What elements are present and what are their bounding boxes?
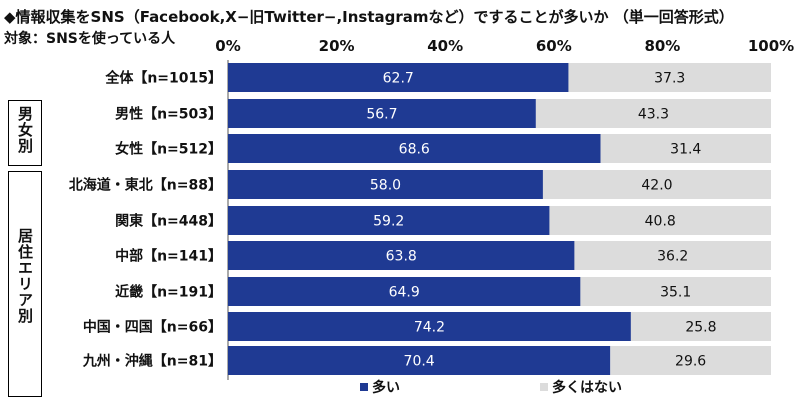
group-label-gender: 男女別	[16, 106, 34, 154]
data-label: 36.2	[657, 249, 688, 265]
x-tick-label: 0%	[215, 37, 240, 55]
data-label: 29.6	[675, 354, 706, 370]
x-tick-label: 40%	[427, 37, 463, 55]
category-label: 九州・沖縄【n=81】	[82, 353, 222, 370]
bar-segment-other	[580, 277, 771, 306]
data-label: 42.0	[641, 178, 672, 194]
data-label: 70.4	[404, 354, 435, 370]
legend-swatch-main	[360, 383, 368, 391]
bar-segment-main	[228, 312, 631, 341]
bar-segment-main	[228, 346, 611, 375]
data-label: 37.3	[654, 71, 685, 87]
data-label: 40.8	[645, 214, 676, 230]
bar-segment-other	[568, 63, 771, 92]
bar-segment-other	[549, 206, 771, 235]
bar-segment-other	[600, 134, 771, 163]
x-tick-label: 100%	[748, 37, 794, 55]
data-label: 63.8	[386, 249, 417, 265]
bar-segment-main	[228, 63, 569, 92]
group-box-area	[8, 171, 42, 397]
bar-segment-main	[228, 170, 543, 199]
category-label: 全体【n=1015】	[104, 70, 222, 87]
data-label: 56.7	[366, 107, 397, 123]
legend-label: 多い	[372, 379, 400, 396]
category-label: 近畿【n=191】	[115, 284, 222, 301]
data-label: 35.1	[660, 285, 691, 301]
data-label: 74.2	[414, 320, 445, 336]
data-label: 31.4	[670, 142, 701, 158]
bar-segment-main	[228, 241, 575, 270]
category-label: 北海道・東北【n=88】	[69, 177, 222, 194]
data-label: 64.9	[389, 285, 420, 301]
bar-segment-other	[542, 170, 771, 199]
bar-segment-other	[535, 99, 771, 128]
data-label: 43.3	[638, 107, 669, 123]
bar-segment-main	[228, 206, 550, 235]
x-tick-label: 20%	[319, 37, 355, 55]
category-label: 中部【n=141】	[115, 248, 222, 265]
chart-title: ◆情報収集をSNS（Facebook,X−旧Twitter−,Instagram…	[4, 8, 734, 26]
x-tick-label: 60%	[536, 37, 572, 55]
data-label: 25.8	[685, 320, 716, 336]
x-tick-label: 80%	[644, 37, 680, 55]
category-label: 関東【n=448】	[115, 213, 222, 230]
bar-segment-main	[228, 134, 601, 163]
bar-segment-main	[228, 277, 581, 306]
legend-swatch-other	[540, 383, 548, 391]
group-label-area: 居住エリア別	[16, 228, 34, 324]
data-label: 58.0	[370, 178, 401, 194]
category-label: 女性【n=512】	[115, 141, 222, 158]
chart-subtitle: 対象：SNSを使っている人	[4, 31, 176, 47]
legend-label: 多くはない	[552, 379, 622, 396]
data-label: 62.7	[383, 71, 414, 87]
bar-segment-other	[630, 312, 771, 341]
data-label: 68.6	[399, 142, 430, 158]
group-box-gender	[8, 100, 42, 166]
bar-segment-other	[610, 346, 771, 375]
bar-segment-other	[574, 241, 771, 270]
category-label: 中国・四国【n=66】	[83, 319, 222, 336]
bar-segment-main	[228, 99, 536, 128]
data-label: 59.2	[373, 214, 404, 230]
category-label: 男性【n=503】	[115, 106, 222, 123]
